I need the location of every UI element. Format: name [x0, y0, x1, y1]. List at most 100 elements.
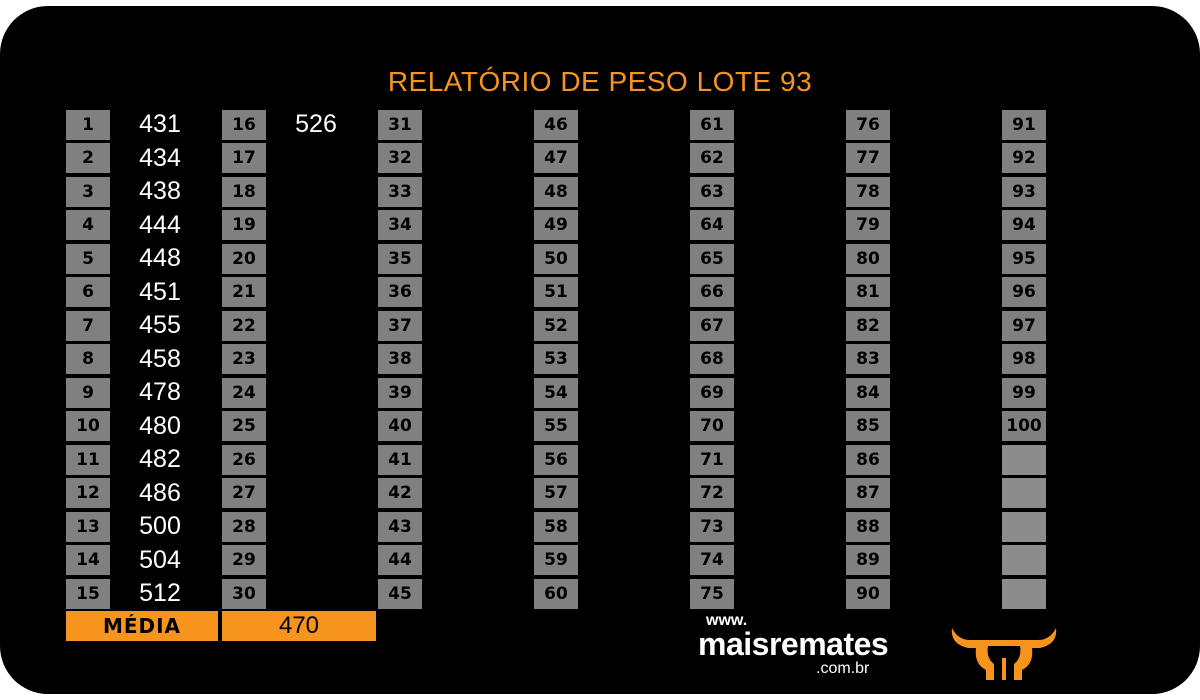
animal-number: 4 — [66, 210, 110, 241]
grid-row: 45 — [378, 577, 534, 611]
grid-row: 1 431 — [66, 108, 222, 142]
grid-row: 84 — [846, 376, 1002, 410]
grid-row: 83 — [846, 343, 1002, 377]
grid-row: 21 — [222, 276, 378, 310]
animal-number: 37 — [378, 310, 422, 341]
grid-column: 61 62 63 64 65 66 67 68 69 70 71 72 73 74 75 — [690, 108, 846, 611]
animal-number: 57 — [534, 478, 578, 509]
grid-row: 87 — [846, 477, 1002, 511]
animal-number: 17 — [222, 143, 266, 174]
animal-number: 21 — [222, 277, 266, 308]
animal-weight: 455 — [139, 311, 181, 340]
bull-head-icon — [951, 628, 1057, 680]
animal-number: 88 — [846, 511, 890, 542]
grid-row: 10 480 — [66, 410, 222, 444]
animal-number: 52 — [534, 310, 578, 341]
grid-row: 3 438 — [66, 175, 222, 209]
animal-number: 31 — [378, 109, 422, 140]
grid-row: 40 — [378, 410, 534, 444]
grid-row: 18 — [222, 175, 378, 209]
logo-domain: .com.br — [816, 660, 870, 677]
animal-weight: 486 — [139, 478, 181, 507]
animal-number: 12 — [66, 478, 110, 509]
animal-number — [1002, 545, 1046, 576]
grid-row: 75 — [690, 577, 846, 611]
grid-row: 55 — [534, 410, 690, 444]
animal-number: 95 — [1002, 243, 1046, 274]
animal-number: 51 — [534, 277, 578, 308]
grid-row: 92 — [1002, 142, 1158, 176]
grid-row: 71 — [690, 443, 846, 477]
average-value: 470 — [222, 611, 376, 641]
animal-number: 64 — [690, 210, 734, 241]
grid-row: 5 448 — [66, 242, 222, 276]
animal-number: 43 — [378, 511, 422, 542]
animal-number: 29 — [222, 545, 266, 576]
animal-number — [1002, 444, 1046, 475]
grid-row: 68 — [690, 343, 846, 377]
grid-row: 35 — [378, 242, 534, 276]
grid-row: 70 — [690, 410, 846, 444]
grid-row: 20 — [222, 242, 378, 276]
animal-number: 55 — [534, 411, 578, 442]
grid-row — [1002, 510, 1158, 544]
animal-number: 41 — [378, 444, 422, 475]
grid-row: 90 — [846, 577, 1002, 611]
animal-number: 91 — [1002, 109, 1046, 140]
grid-row: 13 500 — [66, 510, 222, 544]
animal-weight: 438 — [139, 177, 181, 206]
grid-row: 54 — [534, 376, 690, 410]
animal-number: 92 — [1002, 143, 1046, 174]
grid-row — [1002, 477, 1158, 511]
grid-row: 23 — [222, 343, 378, 377]
grid-row: 49 — [534, 209, 690, 243]
animal-number: 23 — [222, 344, 266, 375]
grid-row: 11 482 — [66, 443, 222, 477]
animal-number: 75 — [690, 578, 734, 609]
animal-weight: 431 — [139, 110, 181, 139]
animal-number: 69 — [690, 377, 734, 408]
animal-number: 85 — [846, 411, 890, 442]
grid-row: 12 486 — [66, 477, 222, 511]
animal-number: 40 — [378, 411, 422, 442]
animal-number: 62 — [690, 143, 734, 174]
grid-row: 22 — [222, 309, 378, 343]
animal-number: 7 — [66, 310, 110, 341]
animal-number: 70 — [690, 411, 734, 442]
grid-row: 80 — [846, 242, 1002, 276]
grid-column: 31 32 33 34 35 36 37 38 39 40 41 42 43 44 45 — [378, 108, 534, 611]
animal-number: 87 — [846, 478, 890, 509]
animal-number: 33 — [378, 176, 422, 207]
animal-number: 93 — [1002, 176, 1046, 207]
grid-row: 57 — [534, 477, 690, 511]
grid-row: 25 — [222, 410, 378, 444]
animal-number: 3 — [66, 176, 110, 207]
animal-number: 28 — [222, 511, 266, 542]
animal-number: 79 — [846, 210, 890, 241]
grid-row: 91 — [1002, 108, 1158, 142]
grid-row: 16 526 — [222, 108, 378, 142]
grid-row: 88 — [846, 510, 1002, 544]
grid-row: 30 — [222, 577, 378, 611]
average-label: MÉDIA — [66, 611, 218, 641]
grid-column: 76 77 78 79 80 81 82 83 84 85 86 87 88 89 90 — [846, 108, 1002, 611]
grid-row: 95 — [1002, 242, 1158, 276]
grid-row: 42 — [378, 477, 534, 511]
grid-row: 38 — [378, 343, 534, 377]
animal-number: 99 — [1002, 377, 1046, 408]
animal-number: 46 — [534, 109, 578, 140]
grid-row: 77 — [846, 142, 1002, 176]
grid-column: 46 47 48 49 50 51 52 53 54 55 56 57 58 59 60 — [534, 108, 690, 611]
weight-grid: 1 431 2 434 3 438 4 444 5 448 6 451 7 455 8 458 9 478 10 48… — [66, 108, 1158, 611]
animal-number: 59 — [534, 545, 578, 576]
grid-row: 93 — [1002, 175, 1158, 209]
grid-row: 33 — [378, 175, 534, 209]
grid-row: 14 504 — [66, 544, 222, 578]
animal-number: 81 — [846, 277, 890, 308]
animal-weight: 504 — [139, 545, 181, 574]
animal-weight: 500 — [139, 512, 181, 541]
grid-row: 76 — [846, 108, 1002, 142]
grid-row: 41 — [378, 443, 534, 477]
animal-number: 35 — [378, 243, 422, 274]
grid-row: 4 444 — [66, 209, 222, 243]
